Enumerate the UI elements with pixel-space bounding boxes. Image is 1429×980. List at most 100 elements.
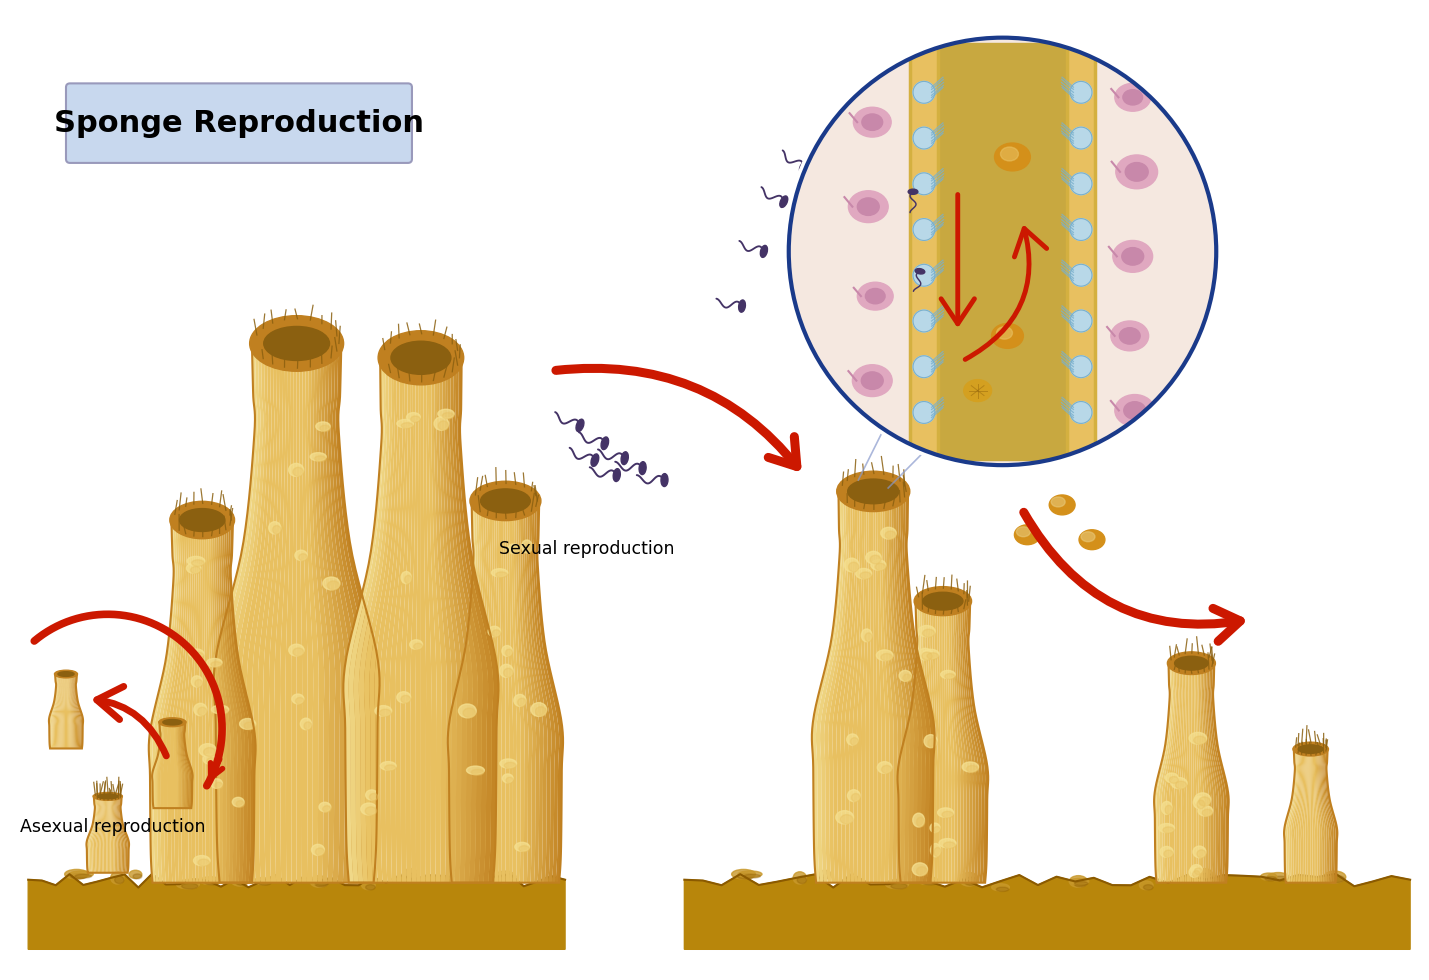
Polygon shape xyxy=(369,358,397,883)
Ellipse shape xyxy=(923,880,937,885)
Ellipse shape xyxy=(865,633,872,642)
Ellipse shape xyxy=(1172,777,1187,789)
Polygon shape xyxy=(263,343,283,883)
Polygon shape xyxy=(119,797,127,873)
Polygon shape xyxy=(1293,749,1302,883)
Ellipse shape xyxy=(299,554,307,561)
Polygon shape xyxy=(1179,663,1186,883)
Ellipse shape xyxy=(1265,876,1276,881)
Ellipse shape xyxy=(1169,776,1179,783)
Polygon shape xyxy=(29,874,564,950)
Polygon shape xyxy=(163,722,167,808)
Ellipse shape xyxy=(1193,870,1200,878)
Ellipse shape xyxy=(860,572,872,579)
Ellipse shape xyxy=(211,706,229,713)
Polygon shape xyxy=(1323,749,1333,883)
Ellipse shape xyxy=(1115,83,1150,111)
Polygon shape xyxy=(236,343,269,883)
Polygon shape xyxy=(160,722,166,808)
Ellipse shape xyxy=(927,739,937,748)
Ellipse shape xyxy=(737,873,755,879)
Circle shape xyxy=(913,127,935,149)
Ellipse shape xyxy=(1299,745,1323,754)
Ellipse shape xyxy=(1070,878,1089,885)
Ellipse shape xyxy=(822,874,832,879)
Ellipse shape xyxy=(1123,89,1143,105)
Polygon shape xyxy=(910,601,926,883)
Ellipse shape xyxy=(945,673,955,679)
Ellipse shape xyxy=(732,869,756,879)
Polygon shape xyxy=(292,343,297,883)
Polygon shape xyxy=(99,797,103,873)
Polygon shape xyxy=(310,343,330,883)
Polygon shape xyxy=(913,601,927,883)
Ellipse shape xyxy=(204,880,220,885)
Ellipse shape xyxy=(366,807,376,815)
Polygon shape xyxy=(937,601,942,883)
Ellipse shape xyxy=(852,794,860,802)
Circle shape xyxy=(1070,127,1092,149)
Polygon shape xyxy=(101,797,106,873)
Polygon shape xyxy=(429,358,442,883)
Ellipse shape xyxy=(230,872,249,886)
Ellipse shape xyxy=(207,659,221,666)
FancyArrowPatch shape xyxy=(97,686,166,756)
FancyArrowPatch shape xyxy=(1023,513,1240,641)
Polygon shape xyxy=(390,358,407,883)
Polygon shape xyxy=(120,797,129,873)
Polygon shape xyxy=(457,358,499,883)
Ellipse shape xyxy=(847,734,859,745)
Ellipse shape xyxy=(923,629,935,637)
Polygon shape xyxy=(447,358,477,883)
Ellipse shape xyxy=(852,365,892,397)
Polygon shape xyxy=(1199,663,1206,883)
Ellipse shape xyxy=(236,801,244,808)
Polygon shape xyxy=(1322,749,1332,883)
Polygon shape xyxy=(474,501,490,883)
Polygon shape xyxy=(221,520,242,883)
Polygon shape xyxy=(300,343,307,883)
Ellipse shape xyxy=(187,557,204,565)
Polygon shape xyxy=(280,343,292,883)
Ellipse shape xyxy=(233,798,244,807)
Ellipse shape xyxy=(289,644,304,656)
Polygon shape xyxy=(169,722,171,808)
Polygon shape xyxy=(57,674,61,749)
Ellipse shape xyxy=(1189,867,1199,877)
Ellipse shape xyxy=(1122,248,1143,266)
Ellipse shape xyxy=(392,341,452,374)
Polygon shape xyxy=(962,601,979,883)
Ellipse shape xyxy=(310,453,326,461)
Polygon shape xyxy=(60,674,63,749)
Circle shape xyxy=(1070,172,1092,195)
Ellipse shape xyxy=(259,881,272,885)
Text: Asexual reproduction: Asexual reproduction xyxy=(20,818,206,836)
Ellipse shape xyxy=(59,671,74,676)
Polygon shape xyxy=(319,343,346,883)
Polygon shape xyxy=(882,491,893,883)
Polygon shape xyxy=(1318,749,1323,883)
Polygon shape xyxy=(1286,749,1298,883)
Ellipse shape xyxy=(316,848,324,856)
Polygon shape xyxy=(434,358,452,883)
Polygon shape xyxy=(845,491,860,883)
Polygon shape xyxy=(157,722,164,808)
Polygon shape xyxy=(889,491,906,883)
Ellipse shape xyxy=(502,646,513,657)
Ellipse shape xyxy=(397,419,413,427)
Ellipse shape xyxy=(576,419,584,431)
Ellipse shape xyxy=(384,764,396,771)
Text: Sexual reproduction: Sexual reproduction xyxy=(499,540,674,558)
Ellipse shape xyxy=(404,575,412,584)
Circle shape xyxy=(913,172,935,195)
Polygon shape xyxy=(259,343,280,883)
Polygon shape xyxy=(523,501,540,883)
Ellipse shape xyxy=(402,422,413,428)
Polygon shape xyxy=(73,674,79,749)
Ellipse shape xyxy=(316,421,330,431)
Ellipse shape xyxy=(1159,823,1175,833)
Polygon shape xyxy=(167,722,170,808)
Ellipse shape xyxy=(110,872,124,884)
Polygon shape xyxy=(903,601,922,883)
Ellipse shape xyxy=(170,502,234,539)
